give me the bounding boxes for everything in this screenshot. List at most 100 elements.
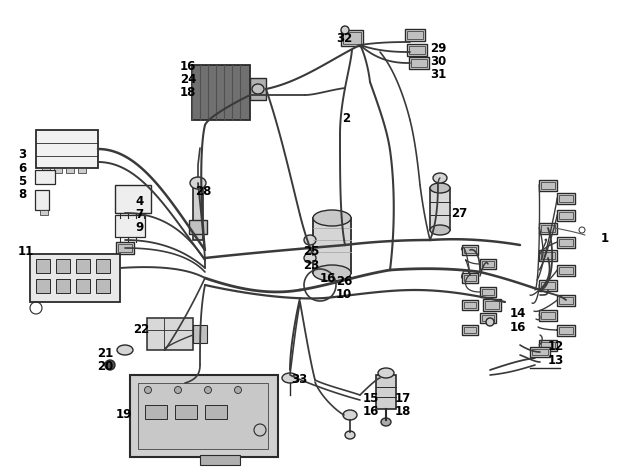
Bar [192,65,250,120]
Text: 16: 16 [320,272,336,285]
Text: 32: 32 [336,32,352,45]
Bar [462,273,478,283]
Bar [36,279,50,293]
Text: 18: 18 [395,405,411,418]
Bar [482,289,494,295]
Bar [205,405,227,419]
Bar [250,78,266,100]
Bar [559,326,573,333]
Text: 6: 6 [18,162,26,175]
Bar [96,279,110,293]
Bar [464,247,476,253]
Bar [411,59,427,67]
Bar [36,259,50,273]
Bar [54,168,62,173]
Bar [193,325,207,343]
Bar [480,287,496,297]
Bar [464,327,476,333]
Bar [539,222,557,234]
Text: 19: 19 [116,408,132,421]
Ellipse shape [343,410,357,420]
Bar [530,347,550,357]
Bar [483,299,501,311]
Text: 11: 11 [18,245,34,258]
Bar [430,188,450,230]
Bar [541,181,555,189]
Bar [175,405,197,419]
Bar [189,220,207,234]
Bar [482,261,494,267]
Bar [407,44,427,56]
Ellipse shape [304,235,316,245]
Bar [118,244,132,252]
Text: 16: 16 [180,60,196,73]
Bar [541,282,555,288]
Text: 10: 10 [336,288,352,301]
Text: 33: 33 [291,373,307,386]
Text: 18: 18 [180,86,196,99]
Bar [76,259,90,273]
Text: 16: 16 [363,405,379,418]
Text: 7: 7 [135,208,143,221]
Bar [464,302,476,308]
Bar [78,168,86,173]
Circle shape [175,387,182,393]
Text: 16: 16 [510,321,527,334]
Bar [96,259,110,273]
Bar [557,209,575,220]
Ellipse shape [282,373,298,383]
Bar [539,180,557,190]
Bar [193,185,203,240]
Bar [66,168,74,173]
Bar [409,46,425,54]
Text: 2: 2 [342,112,350,125]
Text: 12: 12 [548,340,564,353]
Bar [341,30,363,46]
Text: 24: 24 [180,73,196,86]
Bar [541,251,555,258]
Bar [115,215,145,237]
Text: 23: 23 [303,259,319,272]
Ellipse shape [345,431,355,439]
Text: 4: 4 [135,195,143,208]
Text: 31: 31 [430,68,446,81]
Bar [539,279,557,291]
Ellipse shape [313,210,351,226]
Bar [376,375,396,409]
Bar [541,225,555,231]
Bar [36,130,98,168]
Bar [145,405,167,419]
Bar [559,266,573,274]
Bar [557,237,575,247]
Bar [116,242,134,254]
Bar [539,340,557,351]
Bar [480,259,496,269]
Circle shape [234,387,242,393]
Bar [462,300,478,310]
Bar [56,279,70,293]
Text: 22: 22 [133,323,149,336]
Bar [200,455,240,465]
Ellipse shape [430,183,450,193]
Bar [76,279,90,293]
Circle shape [144,387,151,393]
Bar [405,29,425,41]
Circle shape [105,360,115,370]
Bar [409,57,429,69]
Text: 30: 30 [430,55,446,68]
Circle shape [341,26,349,34]
Bar [56,259,70,273]
Bar [559,211,573,218]
Bar [559,194,573,201]
Ellipse shape [381,418,391,426]
Ellipse shape [304,253,316,263]
Text: 20: 20 [97,360,113,373]
Text: 26: 26 [336,275,353,288]
Bar [559,238,573,246]
Bar [40,210,48,215]
Text: 27: 27 [451,207,467,220]
Bar [539,249,557,260]
Bar [343,32,361,44]
Bar [532,349,548,355]
Bar [541,342,555,349]
